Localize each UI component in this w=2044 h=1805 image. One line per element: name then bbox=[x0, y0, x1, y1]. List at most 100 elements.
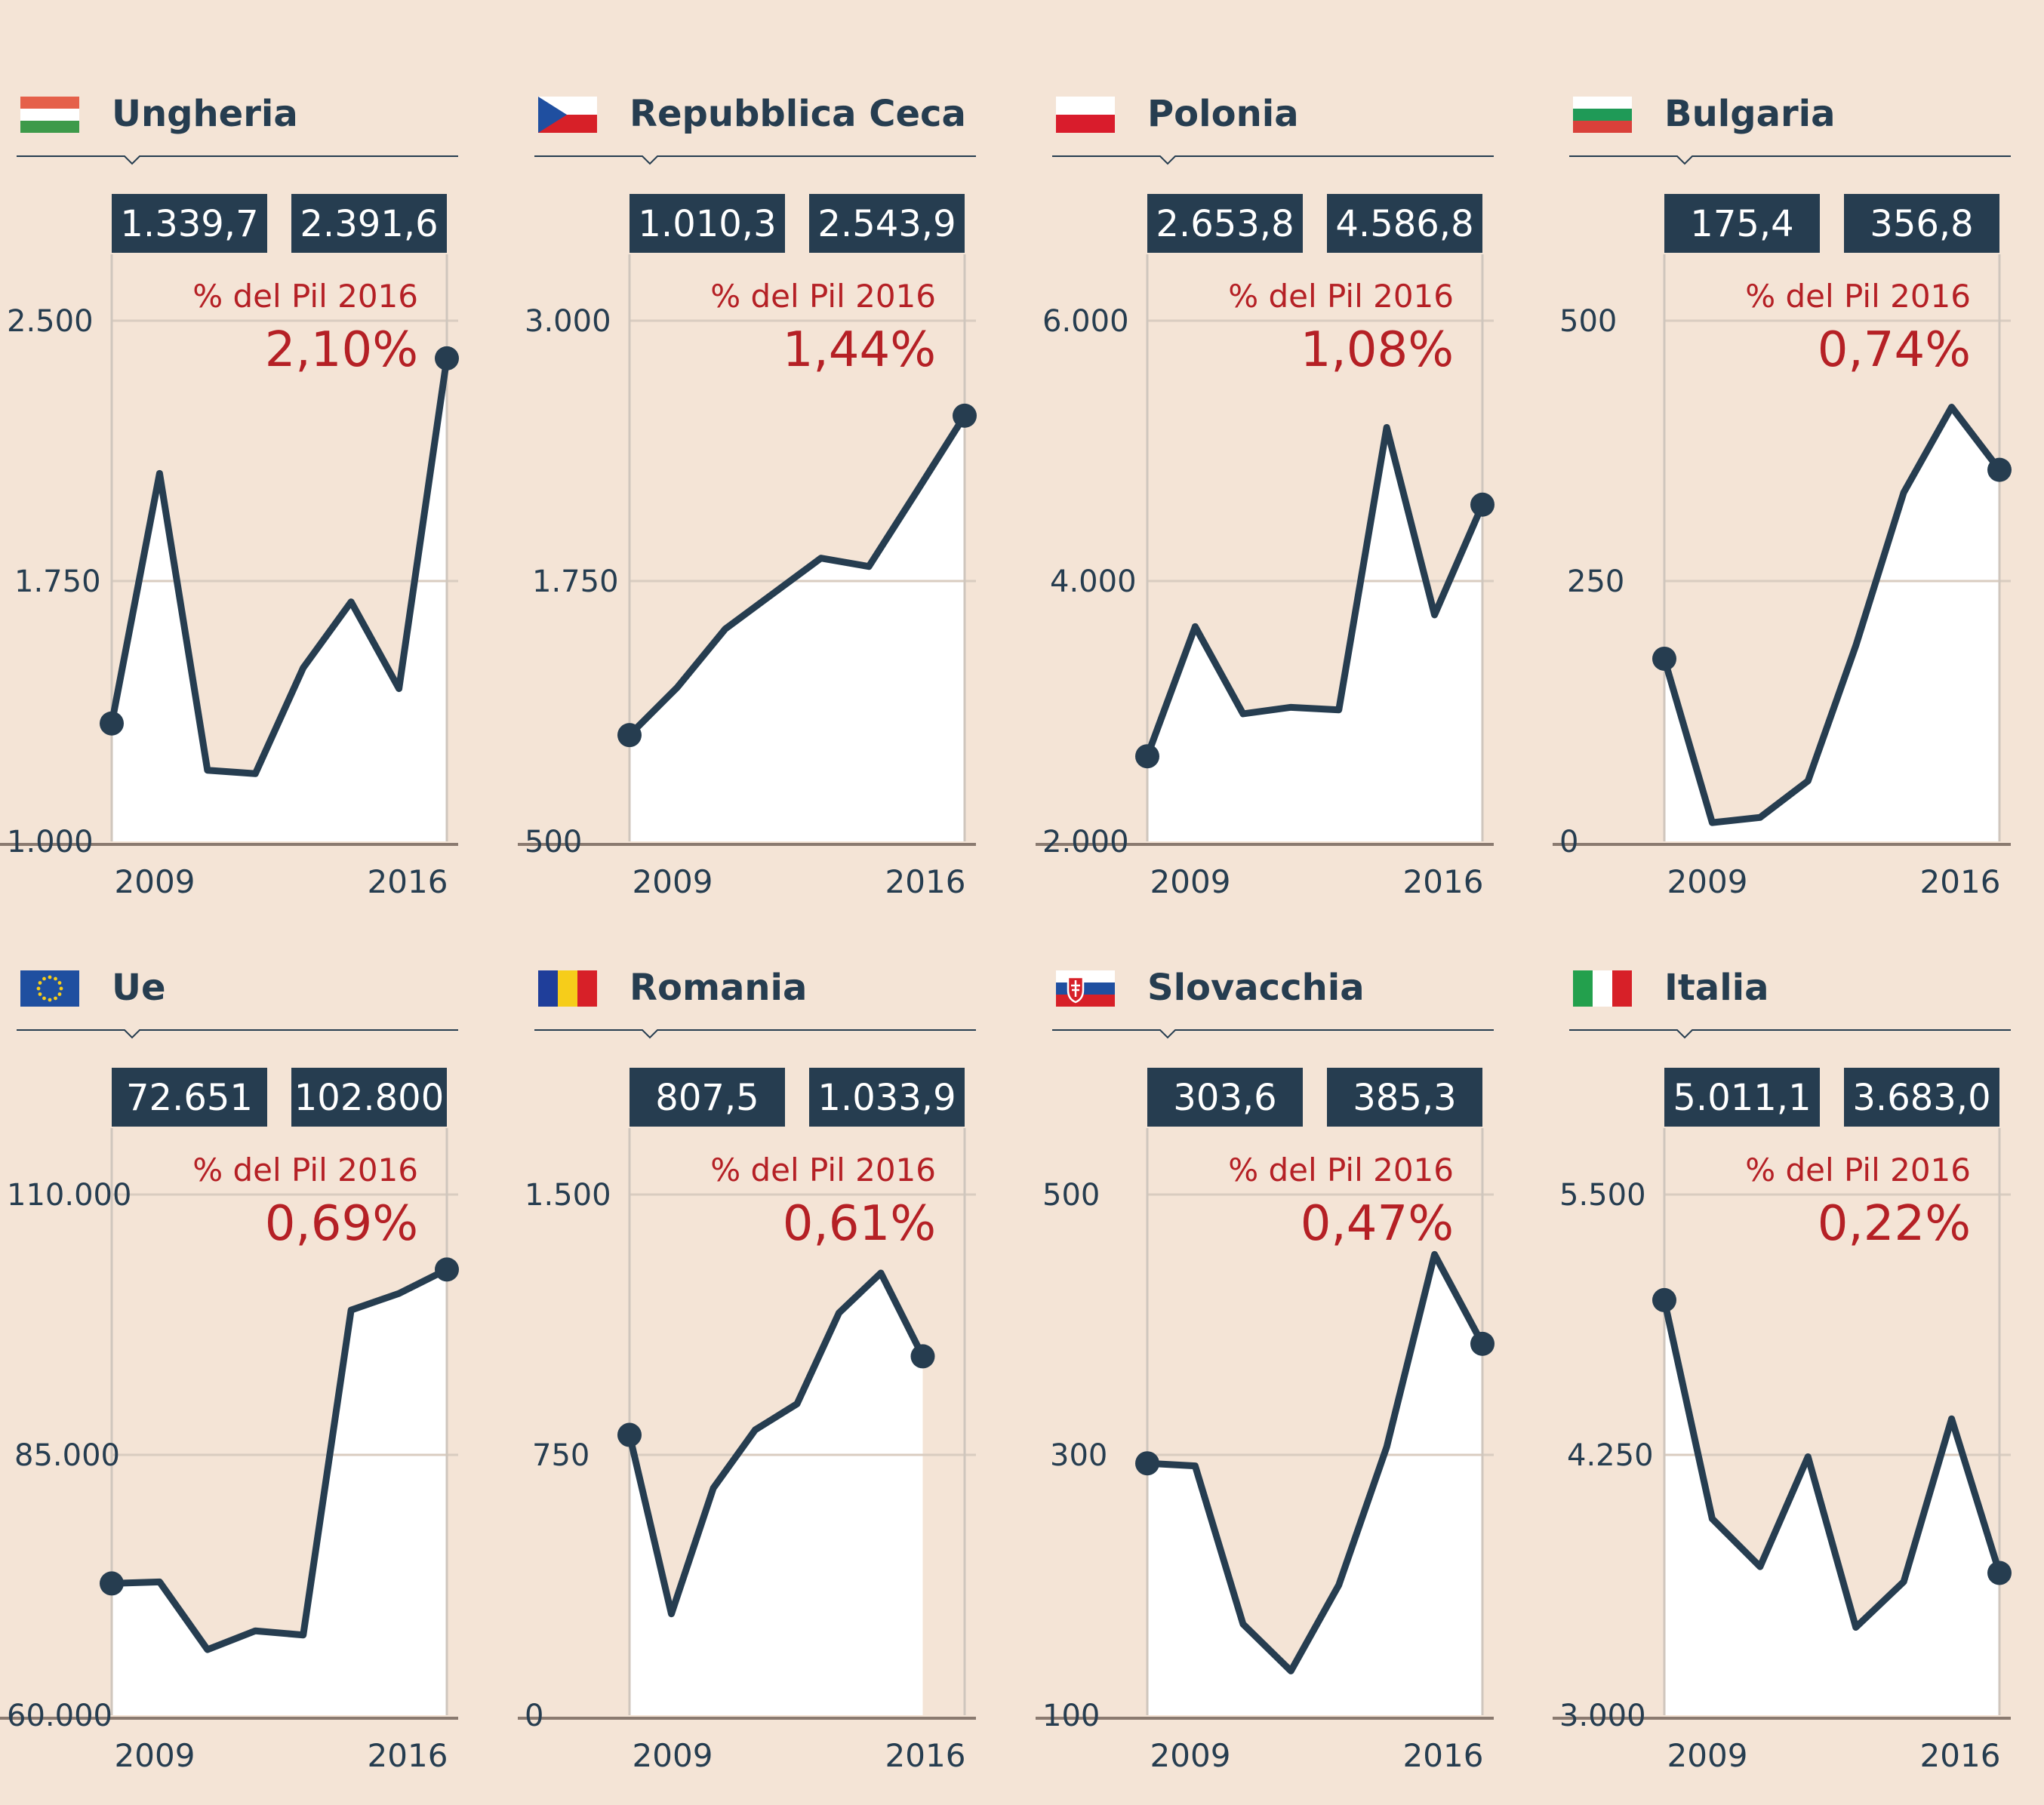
series-line bbox=[108, 355, 451, 777]
x-label-end: 2016 bbox=[1403, 1737, 1484, 1774]
pct-value: 0,69% bbox=[265, 1196, 418, 1252]
flag-stripe bbox=[1056, 97, 1115, 115]
italy-flag bbox=[1573, 970, 1632, 1007]
y-tick-label: 3.000 bbox=[525, 304, 611, 339]
series-line bbox=[1661, 404, 2003, 826]
flag-star bbox=[57, 992, 62, 996]
y-tick-label: 2.000 bbox=[1042, 825, 1129, 859]
series-line bbox=[626, 1269, 926, 1618]
value-start: 5.011,1 bbox=[1673, 1077, 1811, 1119]
area-fill bbox=[1664, 1299, 1999, 1715]
flag-star bbox=[48, 975, 52, 979]
country-name: Romania bbox=[630, 967, 807, 1009]
flag-star bbox=[54, 976, 57, 981]
end-point bbox=[1987, 457, 2012, 482]
flag-stripe bbox=[20, 121, 79, 133]
flag-star bbox=[48, 998, 52, 1002]
header-rule bbox=[17, 155, 458, 165]
flag-stripe bbox=[538, 970, 558, 1007]
x-label-start: 2009 bbox=[1667, 863, 1748, 900]
country-name: Italia bbox=[1664, 967, 1769, 1009]
header-rule bbox=[1569, 155, 2011, 165]
x-label-start: 2009 bbox=[633, 863, 713, 900]
value-box-end bbox=[809, 194, 965, 253]
country-name: Bulgaria bbox=[1664, 93, 1835, 135]
area-fill bbox=[1664, 407, 1999, 841]
panel-romania: Romania 1.500 750 0 2009 2016 807,5 1.033,9 % de… bbox=[518, 967, 976, 1774]
panel-bulgaria: Bulgaria 500 250 0 2009 2016 175,4 356,8 % del P… bbox=[1553, 93, 2012, 900]
bulgaria-flag bbox=[1573, 97, 1632, 133]
value-start: 1.339,7 bbox=[120, 203, 258, 245]
pct-label: % del Pil 2016 bbox=[710, 1152, 936, 1188]
flag-star bbox=[54, 996, 57, 1001]
value-end: 102.800 bbox=[294, 1077, 445, 1119]
country-name: Ue bbox=[112, 967, 166, 1009]
end-point bbox=[1470, 1331, 1495, 1356]
y-tick-label: 110.000 bbox=[7, 1178, 131, 1213]
series-line bbox=[626, 412, 968, 739]
value-end: 2.543,9 bbox=[817, 203, 956, 245]
pct-value: 0,74% bbox=[1818, 322, 1971, 378]
flag-stripe bbox=[1056, 982, 1115, 995]
x-label-end: 2016 bbox=[368, 863, 448, 900]
y-tick-label: 60.000 bbox=[7, 1699, 112, 1733]
flag-stripe bbox=[1056, 970, 1115, 982]
value-start: 807,5 bbox=[655, 1077, 759, 1119]
x-label-end: 2016 bbox=[1920, 1737, 2001, 1774]
value-start: 1.010,3 bbox=[638, 203, 776, 245]
series-line bbox=[1144, 1250, 1486, 1674]
x-label-start: 2009 bbox=[115, 1737, 195, 1774]
flag-stripe bbox=[1573, 109, 1632, 121]
value-box-end bbox=[291, 194, 447, 253]
y-tick-label: 0 bbox=[1559, 825, 1578, 859]
y-tick-label: 500 bbox=[525, 825, 582, 859]
value-end: 2.391,6 bbox=[300, 203, 438, 245]
y-tick-label: 1.750 bbox=[14, 564, 101, 599]
pct-value: 0,61% bbox=[783, 1196, 936, 1252]
value-box-start bbox=[630, 1068, 785, 1127]
x-label-end: 2016 bbox=[885, 863, 966, 900]
pct-label: % del Pil 2016 bbox=[710, 278, 936, 315]
flag-stripe bbox=[1573, 970, 1593, 1007]
value-box-start bbox=[1147, 194, 1303, 253]
y-tick-label: 0 bbox=[525, 1699, 543, 1733]
header-rule bbox=[1052, 1029, 1494, 1039]
value-start: 175,4 bbox=[1690, 203, 1793, 245]
y-tick-label: 1.750 bbox=[532, 564, 619, 599]
country-name: Slovacchia bbox=[1147, 967, 1365, 1009]
y-tick-label: 2.500 bbox=[7, 304, 94, 339]
y-tick-label: 3.000 bbox=[1559, 1699, 1646, 1733]
header-rule bbox=[534, 1029, 976, 1039]
value-box-start bbox=[1664, 1068, 1820, 1127]
value-start: 303,6 bbox=[1173, 1077, 1276, 1119]
header-rule bbox=[17, 1029, 458, 1039]
header-rule bbox=[534, 155, 976, 165]
value-box-start bbox=[112, 194, 267, 253]
series-line bbox=[1661, 1296, 2003, 1631]
x-label-end: 2016 bbox=[1403, 863, 1484, 900]
panel-polonia: Polonia 6.000 4.000 2.000 2009 2016 2.653,8 4.5… bbox=[1036, 93, 1495, 900]
value-box-end bbox=[291, 1068, 447, 1127]
flag-triangle bbox=[538, 97, 567, 133]
start-point bbox=[100, 711, 124, 736]
value-box-start bbox=[1147, 1068, 1303, 1127]
flag-stripe bbox=[20, 109, 79, 121]
series-line bbox=[108, 1265, 451, 1653]
value-start: 72.651 bbox=[126, 1077, 253, 1119]
pct-label: % del Pil 2016 bbox=[1745, 278, 1971, 315]
x-label-start: 2009 bbox=[1150, 863, 1231, 900]
y-tick-label: 500 bbox=[1042, 1178, 1100, 1213]
end-point bbox=[1987, 1561, 2012, 1585]
slovakia-flag bbox=[1056, 970, 1115, 1007]
flag-star bbox=[38, 992, 42, 996]
end-point bbox=[910, 1344, 935, 1369]
value-end: 356,8 bbox=[1870, 203, 1973, 245]
start-point bbox=[1135, 744, 1159, 769]
pct-label: % del Pil 2016 bbox=[192, 278, 418, 315]
flag-stripe bbox=[1056, 115, 1115, 133]
flag-stripe bbox=[1056, 995, 1115, 1007]
end-point bbox=[435, 346, 459, 371]
x-label-end: 2016 bbox=[1920, 863, 2001, 900]
